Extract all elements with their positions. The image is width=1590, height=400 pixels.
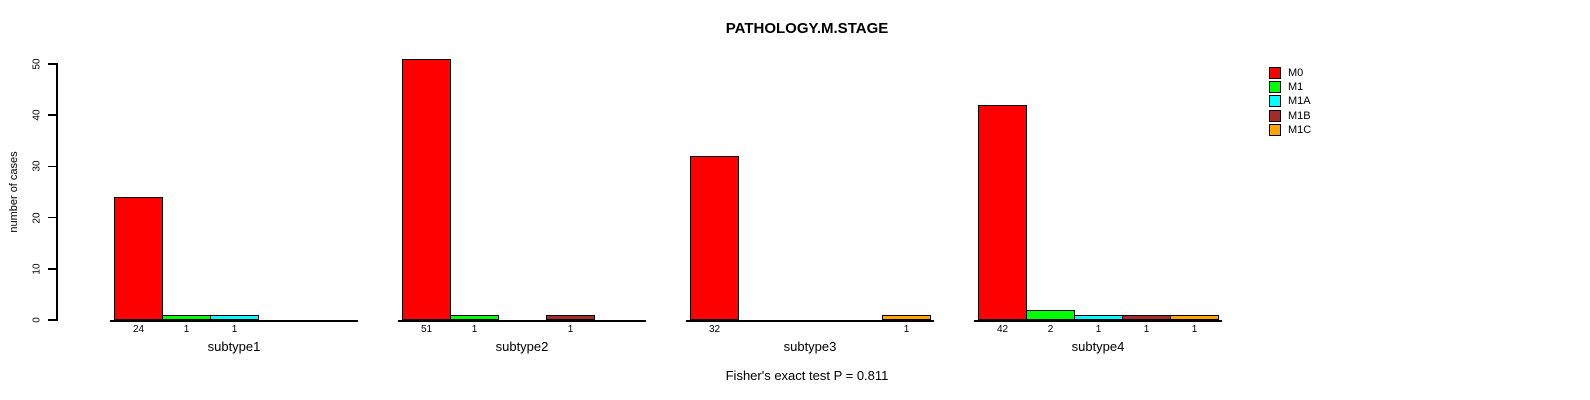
- y-tick-label: 30: [31, 160, 43, 172]
- group-label-subtype4: subtype4: [1071, 339, 1125, 354]
- bar-value-label: 2: [1047, 324, 1054, 335]
- y-tick: [48, 216, 56, 219]
- bar-value-label: 42: [996, 324, 1009, 335]
- bar-subtype2-m1b: [546, 314, 595, 320]
- bar-subtype4-m1: [1026, 309, 1075, 320]
- legend-swatch-m0: [1269, 67, 1281, 79]
- bar-value-label: 32: [708, 324, 721, 335]
- y-tick: [48, 63, 56, 65]
- bar-subtype1-m0: [114, 197, 163, 320]
- y-tick: [48, 165, 56, 168]
- legend-label-m1c: M1C: [1288, 123, 1312, 136]
- group-label-subtype3: subtype3: [783, 339, 837, 354]
- bar-value-label: 1: [1191, 324, 1198, 335]
- y-tick-label: 50: [31, 58, 43, 70]
- bar-value-label: 24: [132, 324, 145, 335]
- bar-value-label: 1: [1095, 324, 1102, 335]
- y-tick-label: 10: [31, 263, 43, 275]
- y-tick: [48, 268, 56, 270]
- legend-label-m1b: M1B: [1288, 109, 1311, 122]
- legend-swatch-m1a: [1269, 95, 1281, 108]
- bar-subtype1-m1a: [210, 314, 259, 320]
- legend-swatch-m1c: [1269, 123, 1281, 136]
- legend-label-m1: M1: [1288, 81, 1304, 94]
- legend-label-m0: M0: [1288, 67, 1304, 79]
- y-tick-label: 40: [31, 109, 43, 121]
- bar-value-label: 1: [903, 324, 910, 335]
- x-baseline: [110, 320, 358, 322]
- bar-subtype1-m1: [162, 314, 211, 320]
- chart-title: PATHOLOGY.M.STAGE: [725, 20, 889, 37]
- bar-subtype3-m0: [690, 156, 739, 320]
- group-label-subtype1: subtype1: [207, 339, 261, 354]
- bar-value-label: 1: [231, 324, 238, 335]
- group-label-subtype2: subtype2: [495, 339, 549, 354]
- bar-subtype4-m1a: [1074, 314, 1123, 320]
- y-tick: [48, 319, 56, 321]
- legend-swatch-m1b: [1269, 109, 1281, 122]
- y-axis-label: number of cases: [8, 151, 20, 233]
- bar-value-label: 1: [471, 324, 478, 335]
- footnote-fisher-test: Fisher's exact test P = 0.811: [725, 368, 889, 383]
- bar-value-label: 1: [567, 324, 574, 335]
- y-tick-label: 0: [31, 317, 43, 323]
- bar-value-label: 1: [1143, 324, 1150, 335]
- x-baseline: [686, 320, 934, 322]
- bar-value-label: 1: [183, 324, 190, 335]
- x-baseline: [398, 320, 646, 322]
- bar-subtype4-m1c: [1170, 314, 1219, 320]
- legend-swatch-m1: [1269, 81, 1281, 94]
- y-axis-line: [56, 63, 58, 321]
- bar-subtype2-m1: [450, 314, 499, 320]
- bar-value-label: 51: [420, 324, 433, 335]
- bar-subtype4-m1b: [1122, 314, 1171, 320]
- bar-subtype4-m0: [978, 104, 1027, 320]
- y-tick-label: 20: [31, 212, 43, 224]
- legend-label-m1a: M1A: [1288, 95, 1311, 108]
- bar-subtype2-m0: [402, 58, 451, 320]
- x-baseline: [974, 320, 1222, 322]
- bar-subtype3-m1c: [882, 314, 931, 320]
- y-tick: [48, 114, 56, 116]
